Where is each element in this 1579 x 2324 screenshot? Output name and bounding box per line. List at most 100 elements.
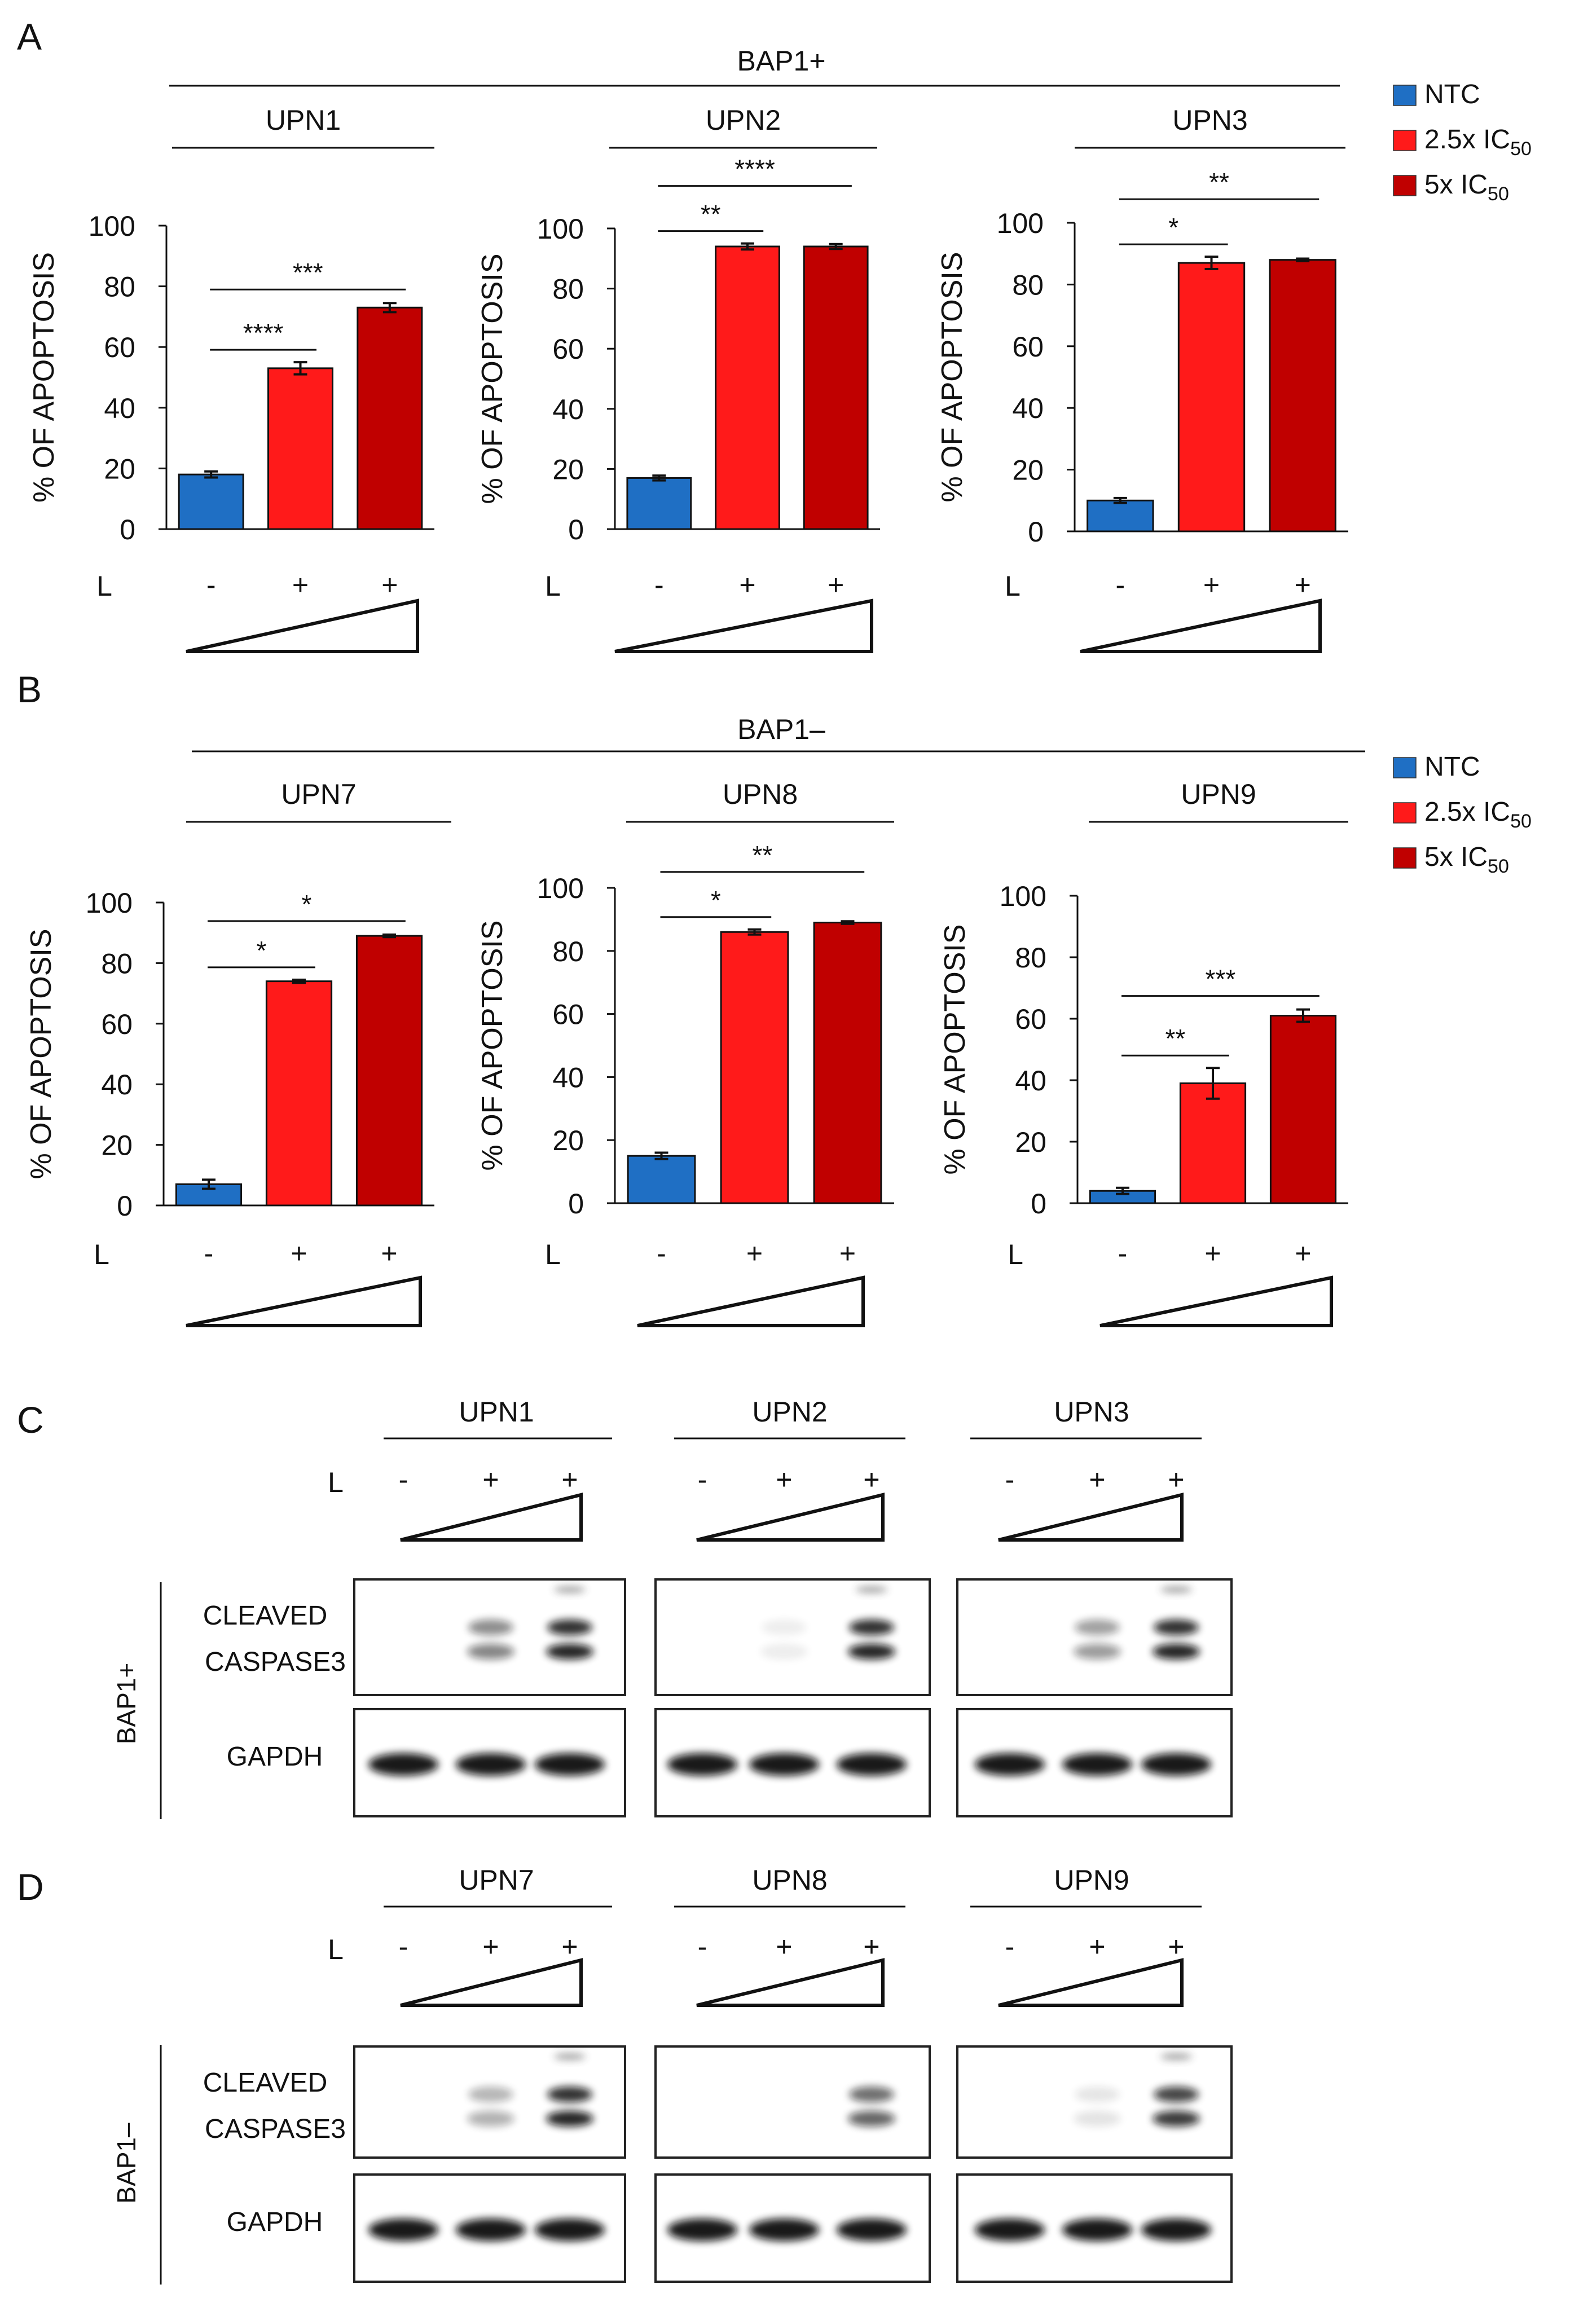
blot-upn2: UPN2 - + + xyxy=(654,1396,931,1817)
caspase-blot-frame xyxy=(353,1578,626,1696)
bar-high-dose xyxy=(803,245,869,530)
gapdh-label: GAPDH xyxy=(227,2207,323,2237)
dose-sign: + xyxy=(1089,1464,1105,1495)
significance-label: * xyxy=(1168,213,1178,242)
panel-label-C: C xyxy=(17,1399,44,1441)
y-tick-label: 100 xyxy=(1000,881,1046,912)
caspase-band-upper xyxy=(849,1619,894,1635)
y-axis-label: % OF APOPTOSIS xyxy=(936,252,969,502)
significance-label: ** xyxy=(701,200,721,229)
legend-swatch-1 xyxy=(1393,802,1417,824)
caspase-blot-frame xyxy=(654,1578,931,1696)
y-tick-label: 100 xyxy=(537,873,584,904)
y-tick-label: 0 xyxy=(120,514,135,545)
gapdh-band xyxy=(1141,1753,1211,1776)
blot-title: UPN1 xyxy=(459,1396,534,1428)
significance-label: ** xyxy=(752,840,772,870)
bar-ntc xyxy=(1087,499,1154,532)
caspase-band-upper xyxy=(1075,2087,1120,2102)
dose-sign: + xyxy=(482,1464,499,1495)
legend-label-0: NTC xyxy=(1424,80,1480,109)
y-tick-label: 100 xyxy=(89,210,135,242)
dose-sign: + xyxy=(381,569,398,601)
caspase-band-upper xyxy=(1154,1619,1199,1635)
legend-swatch-2 xyxy=(1393,175,1417,196)
panel-label-B: B xyxy=(17,668,42,710)
y-tick-label: 60 xyxy=(1012,331,1044,363)
dose-label: L xyxy=(1005,570,1021,602)
y-tick-label: 80 xyxy=(104,271,135,303)
side-group-label: BAP1+ xyxy=(112,1663,141,1745)
bar-low-dose xyxy=(1177,262,1246,532)
dose-label: L xyxy=(328,1467,344,1498)
legend-label-0: NTC xyxy=(1424,752,1480,782)
bar-ntc xyxy=(178,473,244,530)
blot-title: UPN9 xyxy=(1054,1864,1129,1896)
y-tick-label: 20 xyxy=(1015,1126,1046,1158)
gapdh-band xyxy=(535,2219,605,2241)
panel-label-A: A xyxy=(17,16,42,58)
caspase-band-lower xyxy=(546,2111,593,2127)
gapdh-band xyxy=(1062,1753,1132,1776)
blot-panel-D: L CLEAVED CASPASE3 GAPDH BAP1– UPN7 - + + UPN8 - + +… xyxy=(112,1864,1233,2285)
dose-sign: + xyxy=(1203,569,1220,601)
significance-label: ** xyxy=(1165,1024,1185,1053)
y-tick-label: 60 xyxy=(552,999,584,1031)
blot-upn7: UPN7 - + + xyxy=(353,1864,626,2283)
y-tick-label: 60 xyxy=(101,1009,133,1040)
caspase3-label: CASPASE3 xyxy=(205,1647,346,1677)
dose-sign: - xyxy=(698,1931,707,1962)
y-tick-label: 0 xyxy=(568,514,584,545)
gapdh-band xyxy=(975,2219,1045,2241)
legend-label-2: 5x IC50 xyxy=(1424,842,1509,877)
group-title-bap1-neg: BAP1– xyxy=(737,714,825,745)
caspase-band-upper xyxy=(762,1619,807,1635)
blot-title: UPN8 xyxy=(752,1864,827,1896)
dose-sign: + xyxy=(1295,569,1311,601)
legend-swatch-0 xyxy=(1393,757,1417,778)
bar-low-dose xyxy=(715,245,780,530)
dose-triangle xyxy=(637,1275,865,1327)
dose-triangle xyxy=(696,1958,885,2007)
dose-sign: + xyxy=(292,569,309,601)
dose-sign: + xyxy=(1204,1238,1221,1269)
dose-sign: - xyxy=(399,1931,408,1962)
dose-triangle xyxy=(614,598,873,653)
dose-sign: + xyxy=(839,1238,856,1269)
bar-ntc xyxy=(626,477,692,530)
y-tick-label: 20 xyxy=(104,453,135,485)
y-tick-label: 100 xyxy=(997,208,1044,239)
caspase-band-upper xyxy=(849,2087,894,2102)
dose-sign: - xyxy=(1118,1238,1128,1269)
y-tick-label: 80 xyxy=(1012,269,1044,301)
gapdh-band xyxy=(667,1753,737,1776)
y-axis-label: % OF APOPTOSIS xyxy=(28,252,60,503)
dose-sign: - xyxy=(1005,1931,1015,1962)
caspase-band-lower xyxy=(467,1644,514,1660)
legend-swatch-1 xyxy=(1393,130,1417,151)
dose-triangle xyxy=(186,598,419,653)
gapdh-band xyxy=(368,1753,438,1776)
caspase-band-faint xyxy=(554,2053,586,2060)
caspase-band-lower xyxy=(1074,2111,1121,2127)
legend-swatch-0 xyxy=(1393,85,1417,106)
y-tick-label: 40 xyxy=(552,394,584,425)
y-tick-label: 100 xyxy=(86,887,133,919)
caspase-blot-frame xyxy=(654,2045,931,2159)
dose-sign: - xyxy=(1116,569,1125,601)
dose-triangle xyxy=(696,1493,885,1542)
dose-triangle xyxy=(998,1958,1184,2007)
dose-label: L xyxy=(328,1934,344,1965)
bar-high-dose xyxy=(813,921,882,1204)
caspase-band-lower xyxy=(1153,1644,1200,1660)
y-tick-label: 40 xyxy=(101,1069,133,1101)
caspase-band-upper xyxy=(468,1619,513,1635)
bar-high-dose xyxy=(1269,1015,1337,1204)
dose-sign: + xyxy=(482,1931,499,1962)
caspase-band-upper xyxy=(468,2087,513,2102)
y-axis-label: % OF APOPTOSIS xyxy=(476,253,509,504)
y-tick-label: 20 xyxy=(552,1125,584,1156)
significance-label: **** xyxy=(734,155,775,184)
